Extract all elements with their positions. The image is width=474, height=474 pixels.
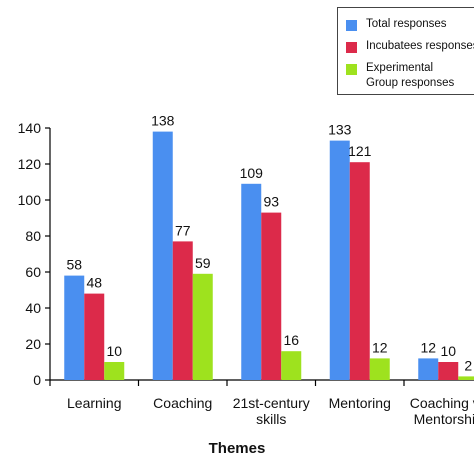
bar-total-1: [152, 131, 173, 380]
bar-incubatees-0: [84, 293, 105, 380]
legend: Total responses Incubatees responses Exp…: [337, 7, 474, 95]
y-tick-label-40: 40: [25, 300, 41, 316]
category-label-0: Learning: [67, 395, 122, 411]
y-tick-label-80: 80: [25, 228, 41, 244]
legend-item-total: Total responses: [346, 17, 474, 32]
bar-incubatees-1: [172, 241, 193, 380]
category-label-3: Mentoring: [329, 395, 391, 411]
legend-swatch-total: [346, 20, 357, 31]
data-label-2-0: 10: [106, 343, 122, 359]
data-label-0-1: 138: [151, 113, 175, 129]
data-label-1-1: 77: [175, 222, 191, 238]
legend-item-experimental: Experimental Group responses: [346, 61, 474, 91]
bar-total-3: [329, 140, 350, 380]
legend-item-incubatees: Incubatees responses: [346, 39, 474, 54]
data-label-2-2: 16: [283, 332, 299, 348]
x-axis-title: Themes: [208, 440, 266, 457]
bar-total-4: [418, 358, 439, 380]
legend-swatch-experimental: [346, 64, 357, 75]
data-label-2-4: 2: [464, 357, 472, 373]
bar-total-2: [241, 183, 262, 380]
data-label-0-0: 58: [66, 257, 82, 273]
y-tick-label-140: 140: [18, 120, 42, 136]
data-label-1-3: 121: [348, 143, 372, 159]
data-label-2-1: 59: [195, 255, 211, 271]
legend-label-incubatees: Incubatees responses: [366, 40, 474, 52]
legend-label-total: Total responses: [366, 18, 447, 30]
data-label-1-4: 10: [440, 343, 456, 359]
y-tick-label-100: 100: [18, 192, 42, 208]
bar-experimental-1: [192, 273, 213, 380]
bar-incubatees-2: [261, 212, 282, 380]
bar-experimental-0: [104, 362, 125, 380]
bar-experimental-2: [281, 351, 302, 380]
bar-experimental-4: [458, 376, 474, 380]
legend-label-experimental: Experimental Group responses: [366, 62, 455, 89]
data-label-0-4: 12: [420, 339, 436, 355]
category-label-1: Coaching: [153, 395, 212, 411]
data-label-0-2: 109: [240, 165, 264, 181]
bar-experimental-3: [369, 358, 390, 380]
bar-incubatees-3: [349, 162, 370, 380]
data-label-0-3: 133: [328, 122, 352, 138]
data-label-1-2: 93: [263, 194, 279, 210]
y-tick-label-120: 120: [18, 156, 42, 172]
y-tick-label-20: 20: [25, 336, 41, 352]
data-label-1-0: 48: [86, 275, 102, 291]
y-tick-label-60: 60: [25, 264, 41, 280]
data-label-2-3: 12: [372, 339, 388, 355]
legend-swatch-incubatees: [346, 42, 357, 53]
bar-total-0: [64, 275, 85, 380]
category-label-4: Coaching vsMentorship: [410, 395, 474, 427]
bar-incubatees-4: [438, 362, 459, 380]
category-label-2: 21st-century skills: [233, 395, 310, 427]
y-tick-label-0: 0: [33, 372, 41, 388]
